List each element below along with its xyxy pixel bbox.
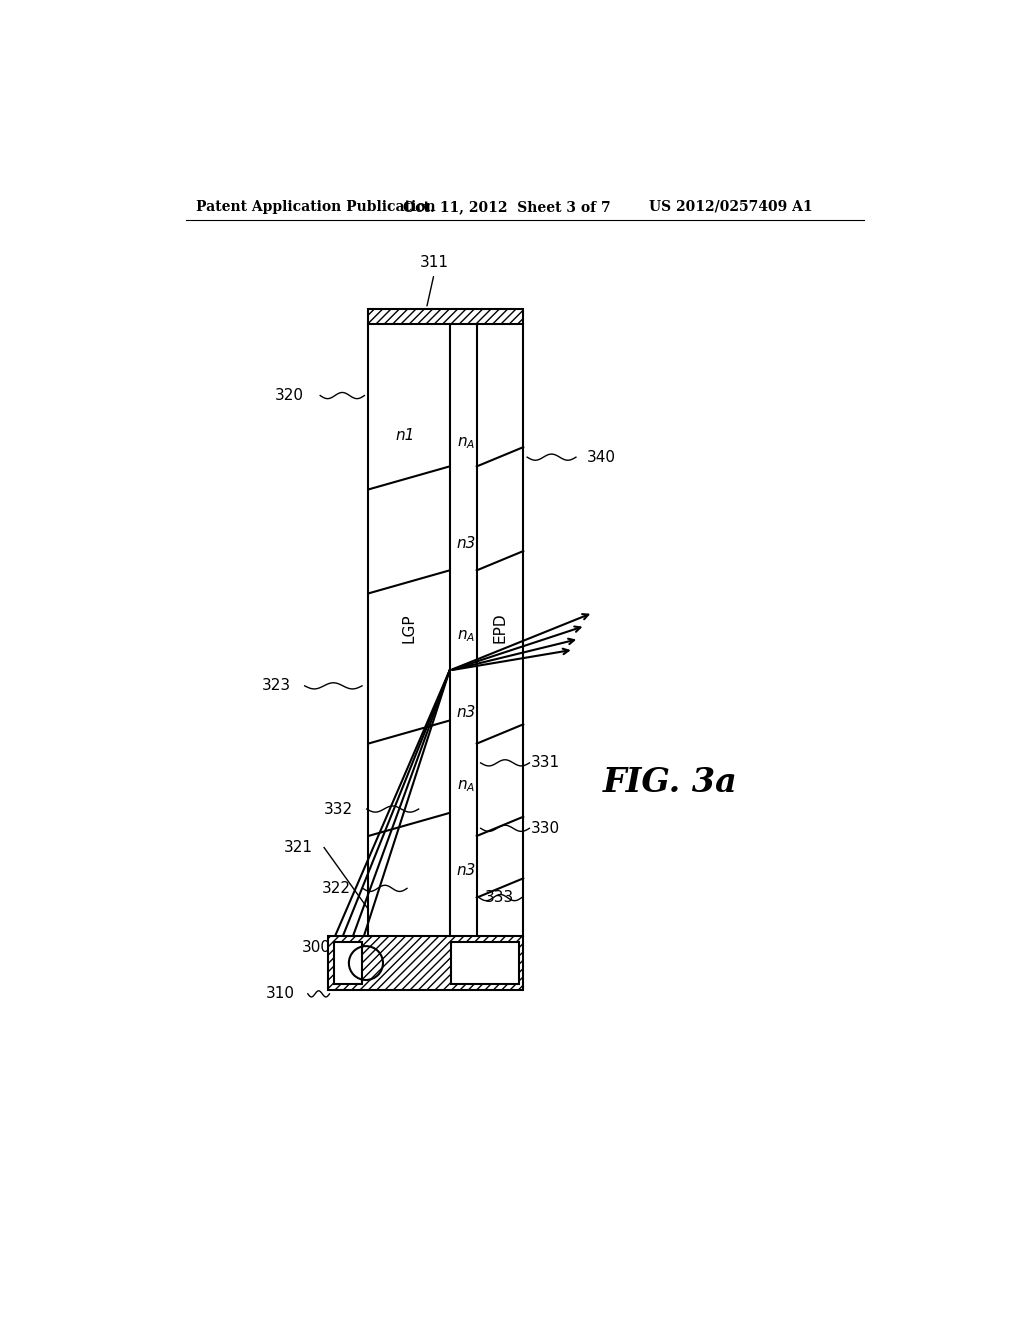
Text: US 2012/0257409 A1: US 2012/0257409 A1 <box>649 199 812 214</box>
Text: 323: 323 <box>261 678 291 693</box>
Text: n3: n3 <box>457 536 475 550</box>
Text: 340: 340 <box>587 450 615 465</box>
Bar <box>452 942 518 983</box>
Bar <box>334 942 362 983</box>
Text: n3: n3 <box>457 705 475 721</box>
Bar <box>369 309 523 323</box>
Text: n3: n3 <box>457 863 475 878</box>
Text: 333: 333 <box>484 890 514 906</box>
Bar <box>328 936 523 990</box>
Text: 311: 311 <box>420 255 449 271</box>
Text: $n_A$: $n_A$ <box>457 628 475 644</box>
Text: 321: 321 <box>284 840 312 855</box>
Text: $n_A$: $n_A$ <box>457 777 475 793</box>
Text: n1: n1 <box>395 428 415 444</box>
Text: 330: 330 <box>531 821 560 836</box>
Text: 332: 332 <box>324 801 352 817</box>
Text: EPD: EPD <box>493 612 508 643</box>
Text: LGP: LGP <box>401 614 416 643</box>
Text: $n_A$: $n_A$ <box>457 436 475 451</box>
Text: Patent Application Publication: Patent Application Publication <box>197 199 436 214</box>
Text: 310: 310 <box>265 986 295 1002</box>
Text: FIG. 3a: FIG. 3a <box>603 766 738 799</box>
Text: 320: 320 <box>274 388 304 403</box>
Text: Oct. 11, 2012  Sheet 3 of 7: Oct. 11, 2012 Sheet 3 of 7 <box>403 199 610 214</box>
Text: 331: 331 <box>531 755 560 771</box>
Text: 300: 300 <box>302 940 331 956</box>
Text: 322: 322 <box>322 880 350 896</box>
